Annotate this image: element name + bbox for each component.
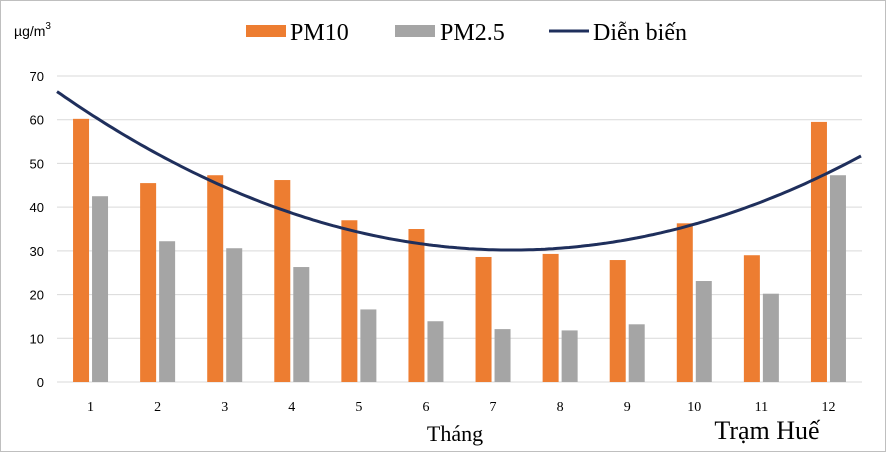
station-annotation: Trạm Huế <box>714 416 821 445</box>
x-tick-label: 3 <box>221 400 228 415</box>
legend-label-pm25: PM2.5 <box>440 20 505 46</box>
legend-label-pm10: PM10 <box>290 20 349 46</box>
bar-pm10 <box>274 180 291 382</box>
y-tick-label: 60 <box>30 113 44 128</box>
y-tick-label: 40 <box>30 200 44 215</box>
x-tick-label: 8 <box>557 400 564 415</box>
y-tick-label: 50 <box>30 156 44 171</box>
bar-pm10 <box>408 229 425 382</box>
bar-pm10 <box>73 118 90 382</box>
bar-pm25 <box>293 267 310 382</box>
legend-swatch-pm25 <box>395 25 435 37</box>
x-tick-label: 7 <box>490 400 497 415</box>
y-tick-label: 70 <box>30 69 44 84</box>
x-tick-label: 5 <box>355 400 362 415</box>
x-tick-label: 10 <box>687 400 701 415</box>
bar-pm10 <box>140 183 157 382</box>
bar-pm10 <box>207 175 224 382</box>
bar-pm10 <box>810 121 827 383</box>
y-axis-unit: µg/m3 <box>14 21 51 39</box>
bar-pm25 <box>829 175 846 382</box>
bar-pm10 <box>743 255 760 382</box>
bar-pm25 <box>628 324 645 382</box>
bar-pm10 <box>609 260 626 382</box>
bar-pm10 <box>676 223 693 382</box>
legend-swatch-pm10 <box>246 25 286 37</box>
gridlines <box>57 75 862 383</box>
trend-line-layer <box>56 90 862 252</box>
bar-pm25 <box>427 321 444 382</box>
x-tick-label: 4 <box>288 400 295 415</box>
x-tick-label: 11 <box>755 400 768 415</box>
x-tick-label: 2 <box>154 400 161 415</box>
x-tick-label: 9 <box>624 400 631 415</box>
legend: PM10 PM2.5 Diễn biến <box>246 20 687 46</box>
bar-pm25 <box>494 329 511 382</box>
bar-pm10 <box>542 253 559 382</box>
bar-pm25 <box>762 293 779 382</box>
bar-pm25 <box>159 241 176 382</box>
bars <box>73 118 846 383</box>
trend-line <box>56 90 862 252</box>
y-tick-label: 10 <box>30 331 44 346</box>
y-tick-label: 30 <box>30 244 44 259</box>
bar-pm25 <box>360 309 377 382</box>
x-tick-label: 6 <box>422 400 429 415</box>
x-tick-label: 1 <box>87 400 94 415</box>
y-tick-label: 20 <box>30 288 44 303</box>
x-axis-ticks: 1 2 3 4 5 6 7 8 9 10 11 12 <box>87 400 835 415</box>
bar-pm25 <box>92 196 109 382</box>
bar-pm25 <box>561 330 578 382</box>
x-tick-label: 12 <box>821 400 835 415</box>
bar-pm25 <box>226 248 243 382</box>
legend-label-trend: Diễn biến <box>593 20 687 46</box>
y-tick-label: 0 <box>37 375 44 390</box>
bar-pm10 <box>475 256 492 382</box>
x-axis-label: Tháng <box>427 421 483 446</box>
bar-pm10 <box>341 220 358 382</box>
bar-pm25 <box>695 281 712 382</box>
y-axis-ticks: 0 10 20 30 40 50 60 70 <box>30 69 44 390</box>
